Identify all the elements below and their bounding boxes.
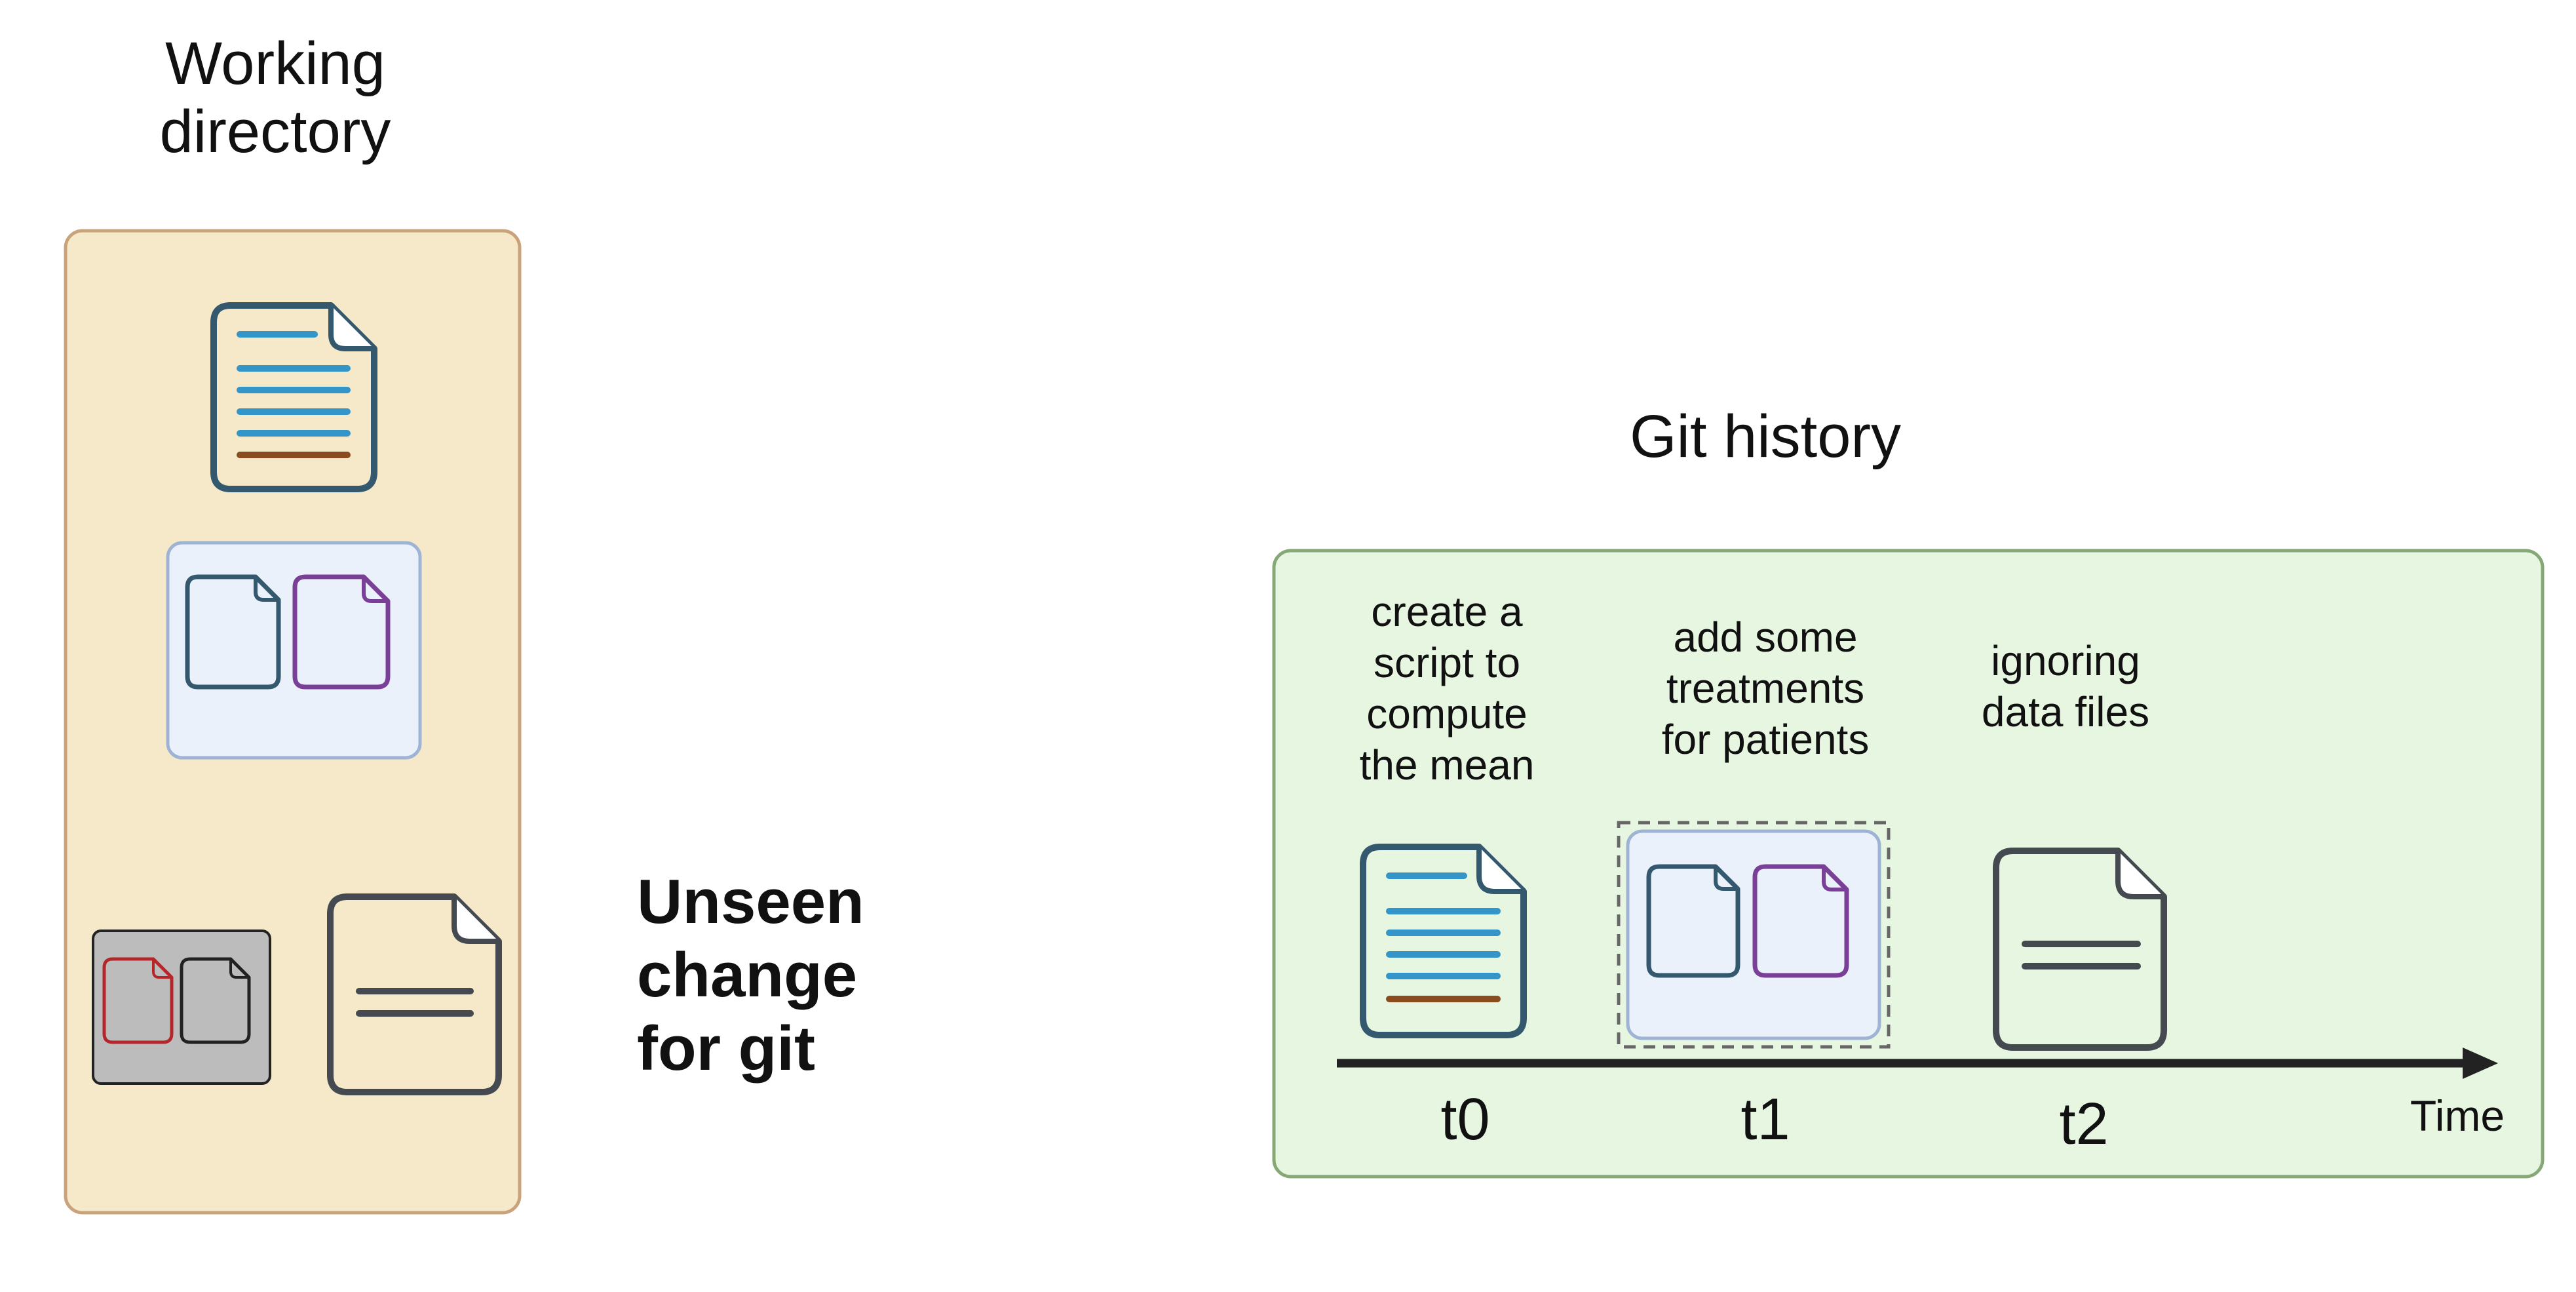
data-files-icon (92, 930, 271, 1085)
time-axis-label: Time (2410, 1091, 2505, 1140)
working-directory-title-line-2: directory (160, 98, 391, 165)
time-axis-arrow (1337, 1047, 2498, 1079)
working-directory-title-line-1: Working (165, 30, 385, 97)
unseen-note-line-1: Unseen (637, 867, 864, 937)
commit-t1-tick-label: t1 (1740, 1087, 1790, 1152)
commit-t1-caption-line-3: for patients (1662, 716, 1870, 763)
script-file-icon (210, 302, 377, 492)
commit-t0-caption-line-4: the mean (1360, 741, 1535, 789)
git-history-title: Git history (1630, 403, 1901, 470)
commit-t1-caption-line-1: add some (1673, 614, 1857, 661)
git-history-panel (1272, 549, 2545, 1179)
commit-t2-tick-label: t2 (2059, 1091, 2108, 1157)
commit-t2-gitignore-file-icon (1993, 848, 2167, 1051)
commit-t0-script-file-icon (1360, 844, 1527, 1038)
commit-t2-caption-line-2: data files (1982, 688, 2149, 735)
treatment-files-icon (166, 541, 422, 760)
commit-t0-caption-line-1: create a (1371, 588, 1523, 635)
commit-t2-caption-line-1: ignoring (1991, 637, 2140, 684)
plain-file-icon (327, 893, 502, 1095)
commit-t1-treatment-files-icon (1617, 821, 1891, 1049)
unseen-note-line-3: for git (637, 1013, 815, 1084)
unseen-note-line-2: change (637, 940, 857, 1010)
commit-t1-caption-line-2: treatments (1666, 665, 1864, 712)
commit-t0-tick-label: t0 (1440, 1087, 1490, 1152)
commit-t0-caption-line-3: compute (1366, 690, 1527, 737)
commit-t0-caption-line-2: script to (1374, 639, 1520, 686)
